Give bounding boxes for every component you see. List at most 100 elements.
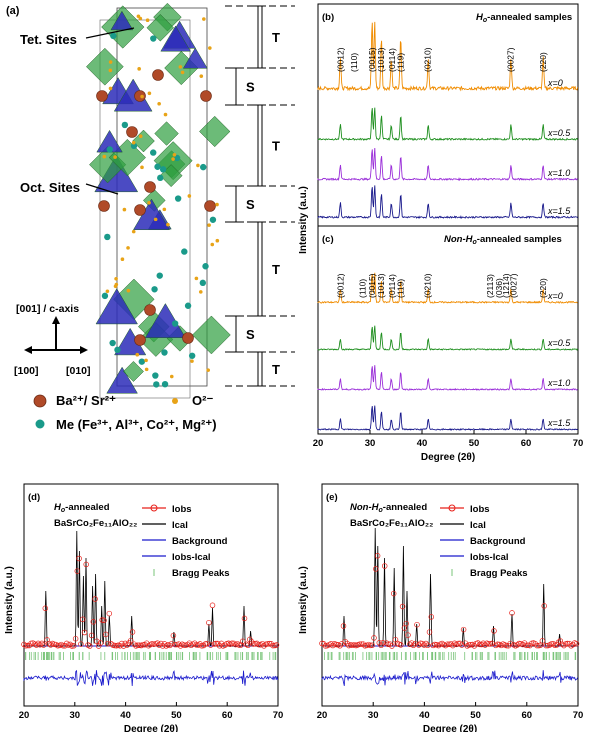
panel-b-title: Ho-annealed samples <box>476 12 572 24</box>
oxygen-atom <box>162 207 167 212</box>
iobs-point <box>442 642 449 649</box>
panel-d-ylabel: Intensity (a.u.) <box>4 566 15 634</box>
xrd-trace <box>317 107 579 142</box>
oxygen-atom <box>198 290 203 294</box>
me-atom <box>101 292 109 300</box>
peak-label: (0012) <box>335 273 345 298</box>
iobs-point <box>273 642 280 648</box>
iobs-point <box>460 626 467 633</box>
xrd-trace <box>317 405 578 431</box>
legend-label: Iobs-Ical <box>172 552 211 563</box>
iobs-point <box>476 641 483 648</box>
me-atom <box>156 272 163 279</box>
oxygen-atom <box>108 86 113 91</box>
octahedron <box>132 129 155 153</box>
me-atom <box>121 121 129 129</box>
tet-sites-pointer <box>85 27 135 39</box>
tet-sites-label: Tet. Sites <box>20 32 77 47</box>
oxygen-atom <box>206 368 210 372</box>
panel-d-frame <box>23 483 279 707</box>
panel-d-label: (d) <box>28 492 40 503</box>
me-atom <box>104 233 111 241</box>
iobs-point <box>78 641 84 647</box>
ical-curve <box>24 530 278 648</box>
iobs-point <box>142 641 148 648</box>
me-atom <box>114 346 121 354</box>
x-tick-label: 70 <box>573 710 584 721</box>
iobs-point <box>97 640 104 646</box>
oxygen-atom <box>140 165 144 170</box>
panel-e-frame <box>321 483 579 707</box>
iobs-point <box>154 640 161 646</box>
oxygen-atom <box>153 217 158 222</box>
oxygen-atom <box>187 194 192 198</box>
legend-iobs-marker <box>150 504 158 512</box>
iobs-point <box>340 623 347 629</box>
iobs-point <box>424 642 431 649</box>
me-atom <box>161 380 169 388</box>
peak-label: (036) <box>494 278 504 298</box>
x-tick-label: 30 <box>368 710 379 721</box>
iobs-point <box>236 642 242 648</box>
ba-legend-label: Ba²⁺/ Sr²⁺ <box>56 393 116 408</box>
ical-curve <box>322 527 578 647</box>
iobs-point <box>122 640 129 647</box>
iobs-point <box>184 641 191 648</box>
iobs-point <box>534 642 540 649</box>
iobs-point <box>83 561 89 568</box>
oxygen-atom <box>114 282 119 287</box>
peak-label: (1214) <box>501 273 511 298</box>
panel-d-formula: BaSrCo₂Fe₁₁AlO₂₂ <box>54 518 137 529</box>
me-legend-marker <box>35 419 45 429</box>
iobs-point <box>570 641 576 648</box>
legend-label: Bragg Peaks <box>172 568 230 579</box>
oxygen-atom <box>102 154 107 159</box>
iobs-point <box>191 640 198 646</box>
iobs-point <box>72 635 79 642</box>
axis-100-label: [100] <box>14 365 39 377</box>
tetrahedron <box>182 47 208 69</box>
ba-sr-atom <box>126 126 138 138</box>
tetrahedron <box>110 10 134 31</box>
o-legend-marker <box>172 398 178 404</box>
me-atom <box>202 263 209 270</box>
oxygen-atom <box>196 163 200 168</box>
ba-sr-atom <box>134 204 146 216</box>
me-atom <box>152 372 159 379</box>
me-atom <box>188 352 196 359</box>
iobs-point <box>410 642 417 649</box>
iobs-point <box>101 617 107 624</box>
me-atom <box>159 166 167 173</box>
axis-arrows <box>24 316 88 354</box>
oxygen-atom <box>199 74 204 78</box>
iobs-point <box>241 615 248 622</box>
iobs-point <box>399 603 406 610</box>
diff-curve <box>321 670 579 686</box>
iobs-point <box>252 640 258 647</box>
legend-label: Iobs <box>470 504 490 515</box>
x-tick-label: 60 <box>522 710 533 721</box>
me-atom <box>200 163 207 171</box>
x-tick-label: 40 <box>419 710 430 721</box>
iobs-point <box>37 642 43 648</box>
iobs-point <box>360 641 366 647</box>
crystal-structure <box>86 2 231 399</box>
series-label: x=1.0 <box>547 168 570 178</box>
oxygen-atom <box>135 352 140 357</box>
iobs-point <box>371 635 377 641</box>
a-axis-arrowhead <box>24 346 32 354</box>
octahedron <box>154 121 179 146</box>
iobs-point <box>193 642 200 648</box>
iobs-point <box>356 641 363 647</box>
panel-e-plot: 20 30 40 50 60 70 <box>317 527 584 721</box>
panel-e-label: (e) <box>326 492 338 503</box>
oxygen-atom <box>122 207 127 212</box>
peak-label: (0027) <box>509 273 519 298</box>
iobs-point <box>554 642 560 648</box>
iobs-point <box>42 605 49 612</box>
oct-sites-label: Oct. Sites <box>20 180 80 195</box>
iobs-point <box>337 643 343 649</box>
xrd-trace <box>317 21 579 92</box>
bc-xlabel: Degree (2θ) <box>421 452 475 463</box>
iobs-point <box>33 642 40 648</box>
